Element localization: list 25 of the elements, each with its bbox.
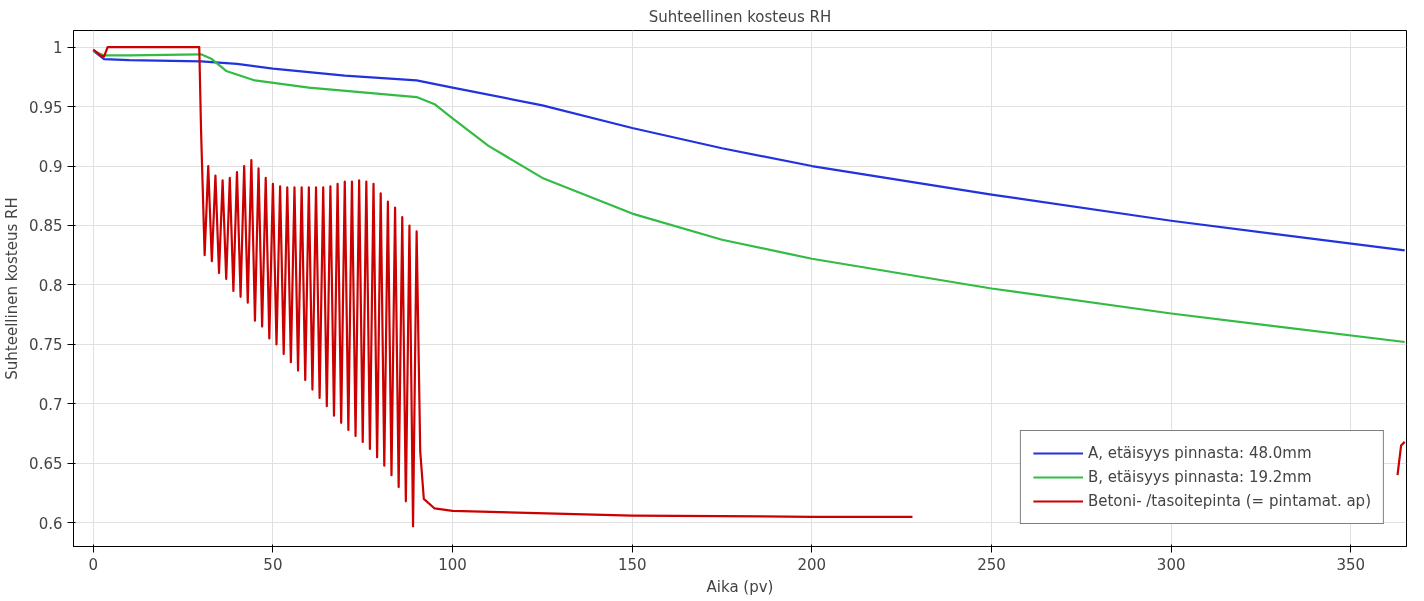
chart-title: Suhteellinen kosteus RH (648, 7, 832, 26)
legend-label: B, etäisyys pinnasta: 19.2mm (1087, 468, 1312, 486)
x-tick-label: 200 (797, 555, 827, 574)
y-axis-title: Suhteellinen kosteus RH (3, 197, 22, 380)
x-tick-label: 50 (263, 555, 283, 574)
x-tick-label: 350 (1336, 555, 1366, 574)
line-series (92, 49, 1406, 344)
x-tick-label: 250 (977, 555, 1006, 574)
x-tick-label: 0 (88, 555, 99, 574)
line-series (92, 49, 1406, 252)
series-label: Betoni- /tasoitepinta (= pintamat. ap) (1087, 492, 1371, 510)
x-tick-label: 300 (1156, 555, 1186, 574)
x-tick-label: 150 (617, 555, 647, 574)
x-tick-label: 100 (438, 555, 467, 574)
y-tick-label: 0.75 (29, 336, 63, 355)
y-tick-label: 0.95 (29, 98, 63, 117)
y-tick-label: 0.85 (29, 217, 63, 236)
y-tick-label: 0.8 (38, 276, 63, 295)
y-tick-label: 0.65 (29, 455, 63, 474)
x-axis-title: Aika (pv) (706, 577, 774, 596)
y-tick-label: 0.6 (38, 514, 63, 533)
y-tick-label: 0.9 (38, 158, 63, 177)
y-tick-label: 0.7 (38, 395, 63, 414)
legend-label: A, etäisyys pinnasta: 48.0mm (1087, 444, 1312, 462)
y-tick-label: 1 (52, 39, 63, 58)
